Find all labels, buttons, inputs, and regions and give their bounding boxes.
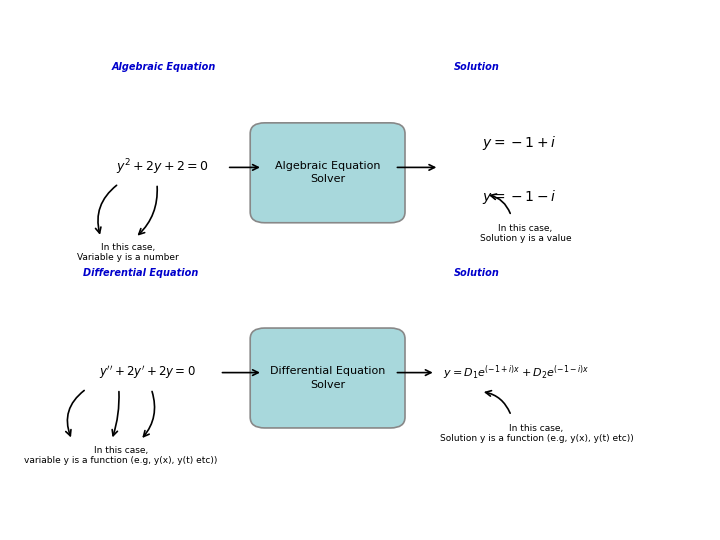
Text: In this case,
Solution y is a function (e.g, y(x), y(t) etc)): In this case, Solution y is a function (… — [439, 424, 634, 443]
Text: $y=-1+i$: $y=-1+i$ — [482, 134, 557, 152]
Text: Solution: Solution — [454, 63, 500, 72]
Text: In this case,
Variable y is a number: In this case, Variable y is a number — [77, 243, 179, 262]
Text: Algebraic Equation: Algebraic Equation — [112, 63, 216, 72]
Text: Differential Equation: Differential Equation — [83, 268, 198, 278]
Text: $y''+2y'+2y=0$: $y''+2y'+2y=0$ — [99, 364, 196, 381]
FancyBboxPatch shape — [251, 328, 405, 428]
Text: Algebraic Equation
Solver: Algebraic Equation Solver — [275, 161, 380, 184]
Text: $y=-1-i$: $y=-1-i$ — [482, 188, 557, 206]
Text: In this case,
variable y is a function (e.g, y(x), y(t) etc)): In this case, variable y is a function (… — [24, 446, 217, 465]
Text: In this case,
Solution y is a value: In this case, Solution y is a value — [480, 224, 572, 244]
Text: Solution: Solution — [454, 268, 500, 278]
Text: $y^2+2y+2=0$: $y^2+2y+2=0$ — [116, 158, 208, 177]
Text: Differential Equation
Solver: Differential Equation Solver — [270, 367, 385, 389]
Text: $y=D_1e^{(-1+i)x}+D_2e^{(-1-i)x}$: $y=D_1e^{(-1+i)x}+D_2e^{(-1-i)x}$ — [443, 363, 590, 382]
FancyBboxPatch shape — [251, 123, 405, 222]
